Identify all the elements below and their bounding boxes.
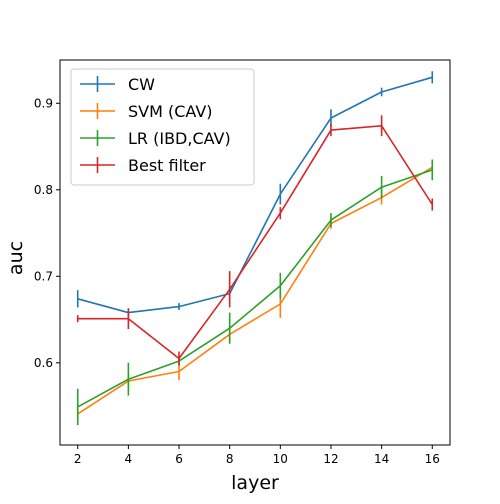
- x-tick-label-6: 14: [374, 452, 389, 466]
- legend-label-1: SVM (CAV): [128, 102, 213, 121]
- series-group: [76, 71, 434, 426]
- x-tick-label-3: 8: [226, 452, 234, 466]
- legend-label-0: CW: [128, 75, 155, 94]
- series-line-0: [77, 76, 433, 314]
- x-tick-label-7: 16: [425, 452, 440, 466]
- x-tick-label-2: 6: [175, 452, 183, 466]
- x-tick-label-1: 4: [125, 452, 133, 466]
- x-tick-label-5: 12: [323, 452, 338, 466]
- y-axis-label: auc: [5, 241, 27, 275]
- y-tick-label-1: 0.7: [34, 269, 53, 283]
- legend-label-3: Best filter: [128, 156, 206, 175]
- x-tick-label-0: 2: [74, 452, 82, 466]
- y-tick-label-0: 0.6: [34, 356, 53, 370]
- series-line-1: [77, 166, 433, 415]
- plot-frame: [59, 59, 451, 446]
- y-tick-label-3: 0.9: [34, 96, 53, 110]
- legend-label-2: LR (IBD,CAV): [128, 129, 231, 148]
- y-tick-label-2: 0.8: [34, 183, 53, 197]
- x-axis-label: layer: [231, 472, 279, 494]
- legend-box: [70, 68, 255, 186]
- series-line-2: [77, 169, 433, 408]
- series-line-3: [77, 125, 433, 360]
- legend: CW SVM (CAV) LR (IBD,CAV) Best filter: [70, 68, 255, 186]
- x-tick-label-4: 10: [273, 452, 288, 466]
- axes-group: 2 4 6 8 10 12 14 16 0.6 0.7 0.8 0.9: [34, 59, 451, 466]
